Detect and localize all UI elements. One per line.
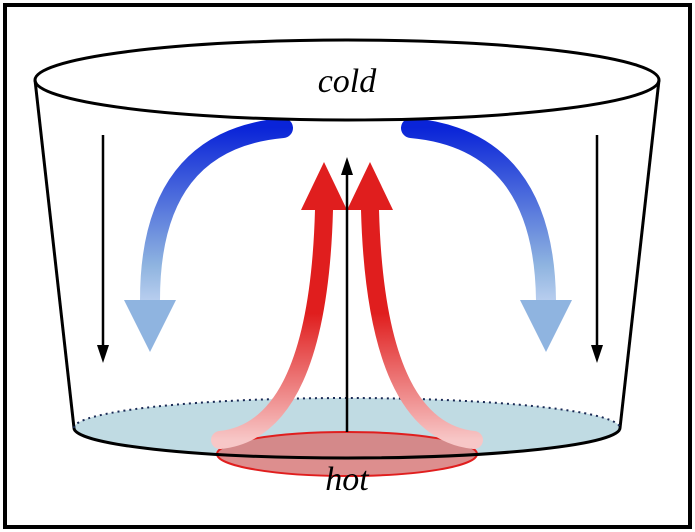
label-cold: cold <box>318 63 378 100</box>
blue-arrow-right-stem <box>411 128 546 300</box>
pot-side-left <box>35 80 74 428</box>
red-arrow-right-head <box>347 162 393 210</box>
blue-arrow-right-head <box>520 300 572 352</box>
red-arrow-left-head <box>301 162 347 210</box>
blue-arrow-left-head <box>124 300 176 352</box>
blue-arrow-left-stem <box>150 128 283 300</box>
pot-side-right <box>620 80 659 428</box>
black-arrow-left-head <box>97 345 109 363</box>
label-hot: hot <box>325 461 370 498</box>
black-arrow-center-head <box>341 157 353 175</box>
diagram-frame: cold hot <box>0 0 695 532</box>
black-arrow-right-head <box>591 345 603 363</box>
convection-diagram: cold hot <box>0 0 695 532</box>
